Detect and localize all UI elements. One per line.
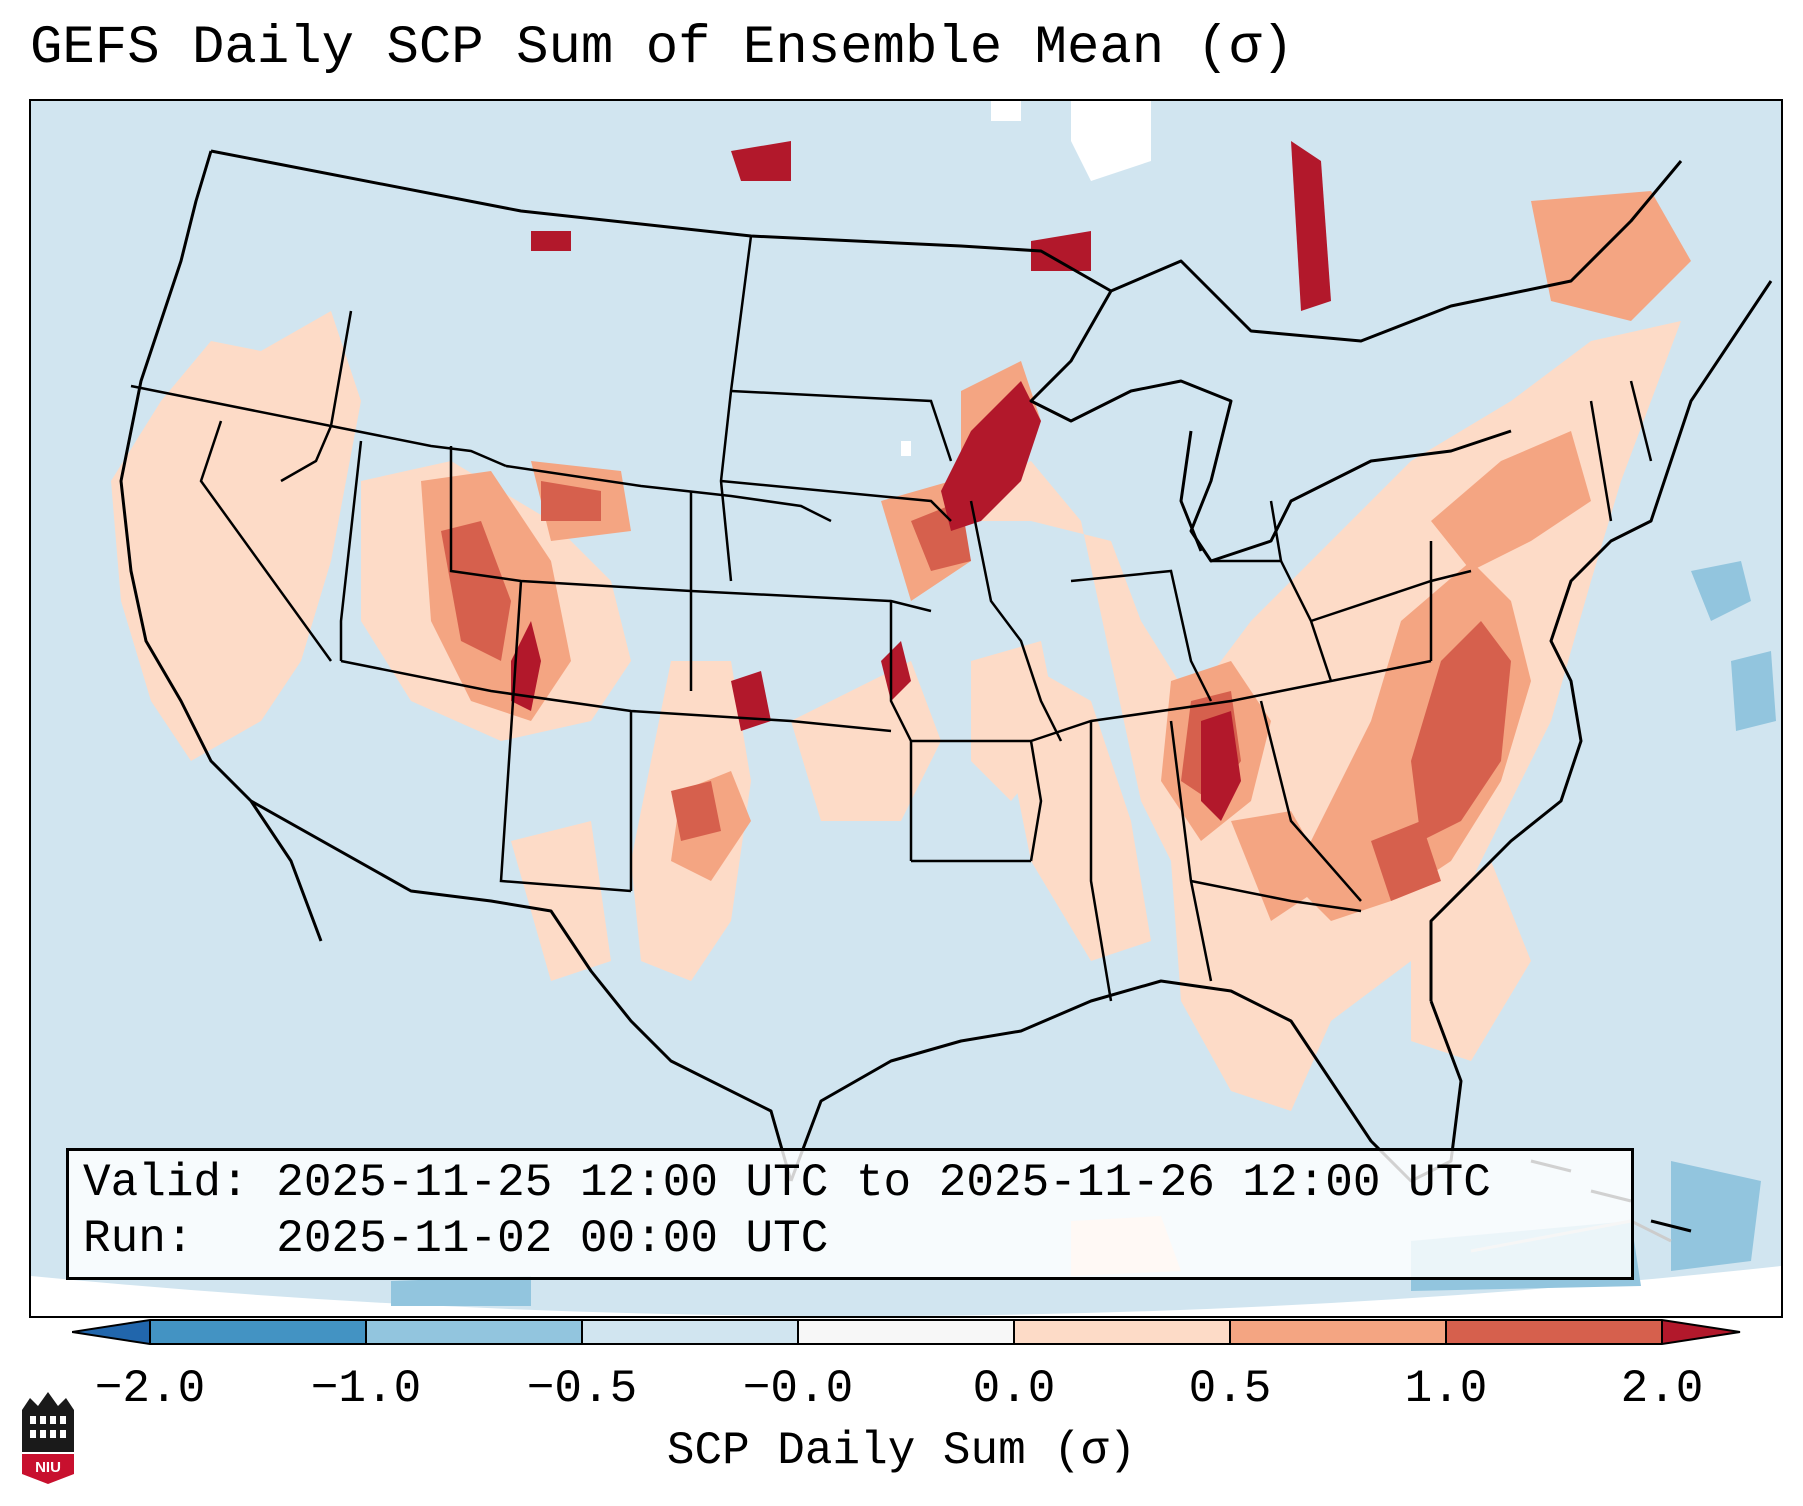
shade-near-zero (901, 101, 1151, 456)
map-panel (29, 99, 1783, 1318)
chart-title: GEFS Daily SCP Sum of Ensemble Mean (σ) (30, 18, 1294, 79)
state-lines (130, 235, 1653, 1002)
logo-text: NIU (35, 1459, 61, 1476)
niu-logo: NIU (22, 1392, 74, 1484)
colorbar-tick: 0.5 (1188, 1363, 1272, 1415)
colorbar-bin-4 (798, 1320, 1014, 1344)
colorbar-tick: 1.0 (1404, 1363, 1488, 1415)
colorbar-tick: −0.0 (742, 1363, 854, 1415)
colorbar-extend-low (72, 1320, 150, 1344)
colorbar-tick: 2.0 (1620, 1363, 1704, 1415)
projection-edge (31, 1266, 1781, 1316)
colorbar-extend-high (1662, 1320, 1740, 1344)
colorbar-bin-1 (150, 1320, 366, 1344)
colorbar (72, 1319, 1741, 1345)
colorbar-label: SCP Daily Sum (σ) (666, 1425, 1137, 1477)
shade-gt-2.0 (511, 141, 1331, 821)
colorbar-tick: −1.0 (310, 1363, 422, 1415)
colorbar-tick: 0.0 (972, 1363, 1056, 1415)
colorbar-tick: −2.0 (94, 1363, 206, 1415)
validity-info-box: Valid: 2025-11-25 12:00 UTC to 2025-11-2… (66, 1148, 1634, 1280)
colorbar-bin-3 (582, 1320, 798, 1344)
run-time: 2025-11-02 00:00 UTC (276, 1213, 829, 1265)
colorbar-tick: −0.5 (526, 1363, 638, 1415)
run-label: Run: (83, 1213, 194, 1265)
valid-label: Valid: (83, 1157, 249, 1209)
colorbar-bin-5 (1014, 1320, 1230, 1344)
map-canvas (31, 101, 1781, 1316)
colorbar-bin-2 (366, 1320, 582, 1344)
colorbar-bin-6 (1230, 1320, 1446, 1344)
colorbar-bin-7 (1446, 1320, 1662, 1344)
valid-range: 2025-11-25 12:00 UTC to 2025-11-26 12:00… (276, 1157, 1491, 1209)
